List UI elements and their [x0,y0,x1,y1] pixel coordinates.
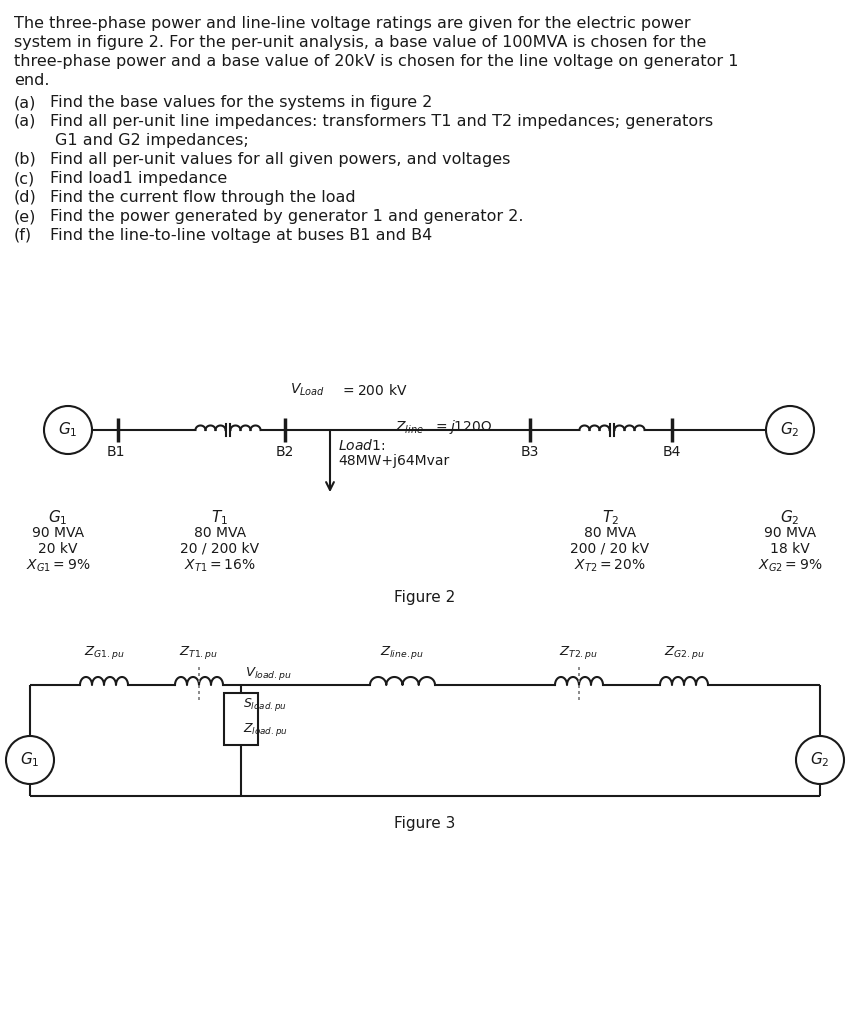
Text: (b): (b) [14,152,37,167]
Text: $G_1$: $G_1$ [20,750,40,770]
Text: Find all per-unit line impedances: transformers T1 and T2 impedances; generators: Find all per-unit line impedances: trans… [50,114,713,129]
Text: $G_1$: $G_1$ [59,421,77,439]
Text: 20 kV: 20 kV [38,542,77,556]
Text: $Z_{load.pu}$: $Z_{load.pu}$ [243,721,288,738]
Text: Find the current flow through the load: Find the current flow through the load [50,190,355,205]
Text: (a): (a) [14,95,37,110]
Text: Figure 3: Figure 3 [394,816,456,831]
Text: $G_2$: $G_2$ [780,421,800,439]
Text: $X_{G1}=9\%$: $X_{G1}=9\%$ [26,558,90,574]
Text: 48MW+j64Mvar: 48MW+j64Mvar [338,454,450,468]
Text: $= 200\ \mathrm{kV}$: $= 200\ \mathrm{kV}$ [340,383,407,399]
Text: Find the power generated by generator 1 and generator 2.: Find the power generated by generator 1 … [50,209,524,224]
Text: $S_{load.pu}$: $S_{load.pu}$ [243,696,286,713]
Text: Find the base values for the systems in figure 2: Find the base values for the systems in … [50,95,433,110]
Text: (f): (f) [14,228,32,243]
Text: 80 MVA: 80 MVA [194,526,246,540]
Text: G1 and G2 impedances;: G1 and G2 impedances; [55,133,249,148]
Text: B4: B4 [663,445,681,459]
Text: system in figure 2. For the per-unit analysis, a base value of 100MVA is chosen : system in figure 2. For the per-unit ana… [14,35,706,50]
Text: (d): (d) [14,190,37,205]
Text: Find load1 impedance: Find load1 impedance [50,171,227,186]
Text: $X_{G2}=9\%$: $X_{G2}=9\%$ [758,558,822,574]
Text: $Z_{\mathit{line}}$: $Z_{\mathit{line}}$ [395,420,424,436]
Text: $V_{\mathit{Load}}$: $V_{\mathit{Load}}$ [290,381,325,399]
Text: B1: B1 [107,445,125,459]
Text: $X_{T2}=20\%$: $X_{T2}=20\%$ [574,558,646,574]
Text: $Z_{T1.pu}$: $Z_{T1.pu}$ [179,644,218,661]
Text: (c): (c) [14,171,35,186]
Text: $G_1$: $G_1$ [48,508,68,526]
Text: $Z_{T2.pu}$: $Z_{T2.pu}$ [559,644,598,661]
Text: 80 MVA: 80 MVA [584,526,636,540]
Text: $T_1$: $T_1$ [212,508,229,526]
Text: $Z_{G2.pu}$: $Z_{G2.pu}$ [664,644,705,661]
Text: three-phase power and a base value of 20kV is chosen for the line voltage on gen: three-phase power and a base value of 20… [14,54,739,69]
Text: $V_{load.pu}$: $V_{load.pu}$ [245,665,292,682]
Text: Find the line-to-line voltage at buses B1 and B4: Find the line-to-line voltage at buses B… [50,228,433,243]
Text: (e): (e) [14,209,37,224]
Text: $T_2$: $T_2$ [602,508,619,526]
Text: The three-phase power and line-line voltage ratings are given for the electric p: The three-phase power and line-line volt… [14,16,690,31]
Text: end.: end. [14,73,49,88]
Text: $= j120\Omega$: $= j120\Omega$ [433,418,492,436]
Text: B3: B3 [521,445,539,459]
Text: $Z_{G1.pu}$: $Z_{G1.pu}$ [83,644,124,661]
Text: Find all per-unit values for all given powers, and voltages: Find all per-unit values for all given p… [50,152,510,167]
Text: Figure 2: Figure 2 [394,590,456,605]
Text: 18 kV: 18 kV [770,542,810,556]
Bar [224,693,258,745]
Text: $\mathit{Load}$1:: $\mathit{Load}$1: [338,438,385,453]
Text: 90 MVA: 90 MVA [764,526,816,540]
Text: (a): (a) [14,114,37,129]
Text: 90 MVA: 90 MVA [32,526,84,540]
Text: 200 / 20 kV: 200 / 20 kV [570,542,649,556]
Text: B2: B2 [275,445,294,459]
Text: $X_{T1}=16\%$: $X_{T1}=16\%$ [184,558,256,574]
Text: $Z_{line.pu}$: $Z_{line.pu}$ [381,644,425,661]
Text: $G_2$: $G_2$ [780,508,800,526]
Text: 20 / 200 kV: 20 / 200 kV [180,542,259,556]
Text: $G_2$: $G_2$ [810,750,830,770]
